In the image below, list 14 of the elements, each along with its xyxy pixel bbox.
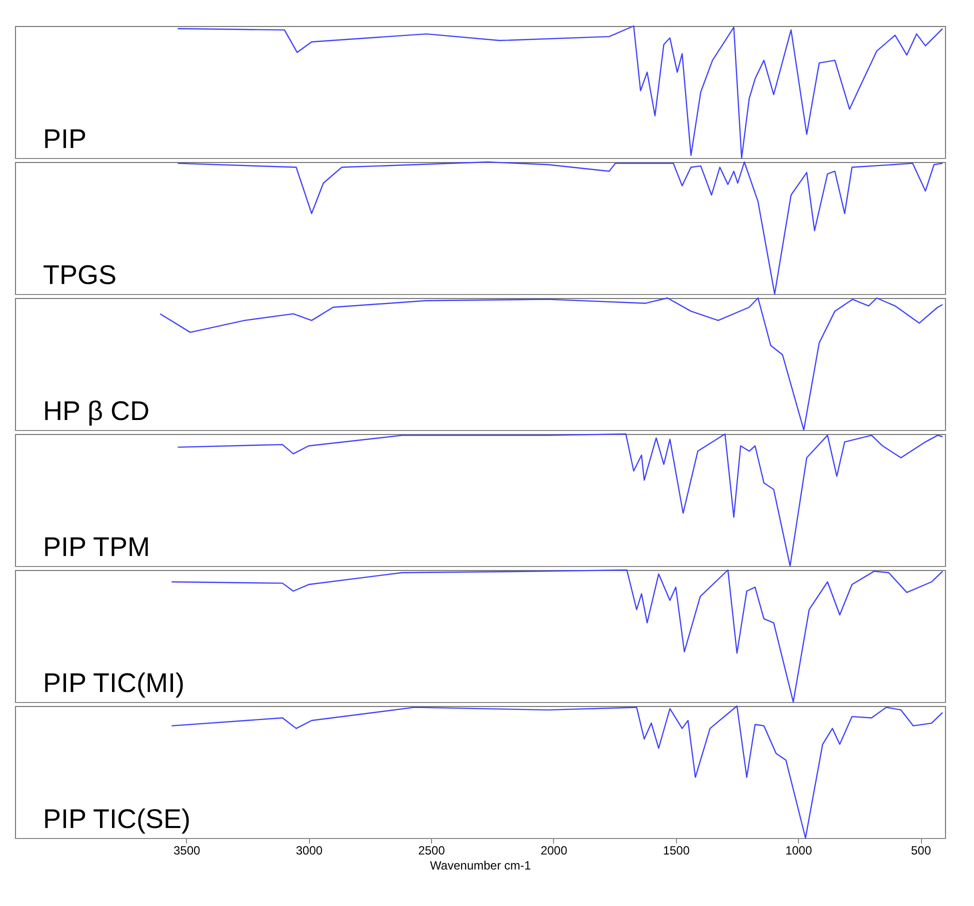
text: PIP TPM (43, 532, 150, 562)
x-tick-label: 3500 (173, 844, 200, 858)
text: HP β CD (43, 396, 150, 426)
x-tick-label: 1000 (785, 844, 812, 858)
x-tick-label: 1500 (662, 844, 690, 858)
x-tick-label: 2000 (540, 844, 568, 858)
text: PIP (43, 124, 87, 154)
text: TPGS (43, 260, 117, 290)
text: PIP TIC(MI) (43, 668, 185, 698)
x-tick-label: 2500 (418, 844, 446, 858)
x-axis-title: Wavenumber cm-1 (430, 858, 532, 872)
x-tick-label: 3000 (296, 844, 323, 858)
x-tick-label: 500 (911, 844, 932, 858)
text: PIP TIC(SE) (43, 804, 191, 834)
